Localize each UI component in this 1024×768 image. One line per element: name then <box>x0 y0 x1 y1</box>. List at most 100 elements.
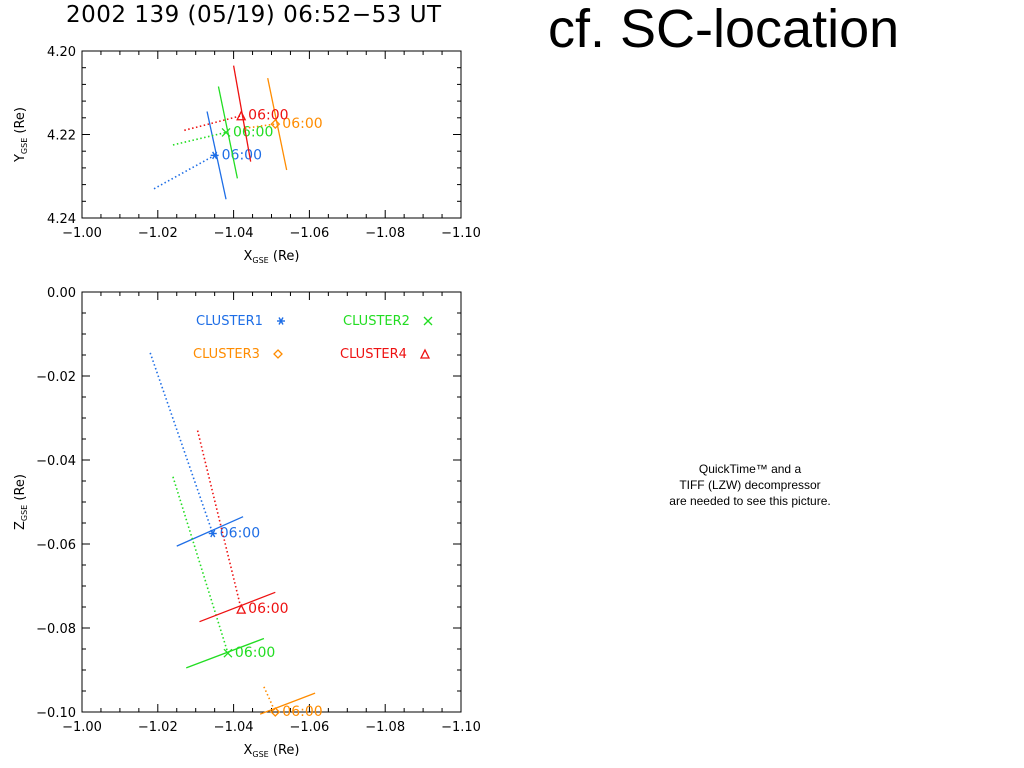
y-axis-title-unit: (Re) <box>13 107 28 138</box>
series-cluster1: 06:00 <box>149 352 260 547</box>
x-tick-label: −1.02 <box>138 226 178 241</box>
orientation-bar <box>185 637 265 669</box>
slide-title: cf. SC-location <box>548 0 900 59</box>
y-axis-title-sub: GSE <box>20 505 29 521</box>
y-axis-title-main: Y <box>13 154 28 163</box>
marker-stroke <box>210 529 216 538</box>
x-tick-label: −1.00 <box>62 720 102 735</box>
chart-panel-top: −1.00 −1.02 −1.04 −1.06 −1.08 −1.10 4.20 4.22 4.… <box>13 45 481 265</box>
marker-shape <box>419 348 431 359</box>
series-cluster3: 06:00 <box>259 686 323 720</box>
series-cluster4: 06:00 <box>184 65 289 162</box>
orientation-bar <box>267 78 288 171</box>
marker-shape <box>236 603 247 614</box>
legend-marker-cluster1 <box>277 317 285 325</box>
x-axis-title-sub: GSE <box>252 256 268 265</box>
legend-label-cluster4: CLUSTER4 <box>340 347 407 362</box>
legend-label-cluster2: CLUSTER2 <box>343 314 410 329</box>
orientation-bar <box>217 86 239 179</box>
marker-triangle <box>236 603 247 614</box>
x-axis-title-sub: GSE <box>252 750 268 759</box>
x-axis-title: XGSE (Re) <box>244 249 300 265</box>
x-tick-label: −1.04 <box>214 720 254 735</box>
time-label: 06:00 <box>220 526 260 542</box>
x-axis-title-main: X <box>244 743 253 758</box>
y-axis-title: YGSE (Re) <box>13 107 29 163</box>
y-axis-title-main: Z <box>13 521 28 530</box>
marker-* <box>210 151 219 160</box>
time-label: 06:00 <box>235 645 275 661</box>
series-cluster4: 06:00 <box>196 430 289 623</box>
quicktime-notice-line-1: QuickTime™ and a <box>698 462 802 476</box>
y-tick-label: −0.02 <box>36 370 76 385</box>
y-axis-title-sub: GSE <box>20 138 29 154</box>
legend-label-cluster1: CLUSTER1 <box>196 314 263 329</box>
marker-stroke <box>221 127 231 137</box>
marker-shape <box>270 707 281 717</box>
x-tick-label: −1.02 <box>138 720 178 735</box>
x-tick-label: −1.08 <box>365 720 405 735</box>
x-tick-label: −1.00 <box>62 226 102 241</box>
marker-stroke <box>212 151 218 160</box>
marker-stroke <box>423 316 433 326</box>
y-tick-label: 4.22 <box>47 129 76 144</box>
legend-marker-cluster3 <box>273 349 283 359</box>
series-cluster3: 06:00 <box>244 78 323 171</box>
marker-shape <box>270 119 281 129</box>
x-tick-label: −1.06 <box>289 720 329 735</box>
quicktime-notice-line-2: TIFF (LZW) decompressor <box>679 478 821 492</box>
marker-diamond <box>270 119 281 129</box>
y-tick-label: −0.04 <box>36 454 76 469</box>
time-label: 06:00 <box>248 601 288 617</box>
orientation-bar <box>176 516 244 547</box>
legend-label-cluster3: CLUSTER3 <box>193 347 260 362</box>
x-axis-title: XGSE (Re) <box>244 743 300 759</box>
marker-shape <box>236 110 247 121</box>
trajectory-trail <box>153 154 216 190</box>
marker-x <box>223 648 233 658</box>
time-label: 06:00 <box>248 108 288 124</box>
y-tick-label: 0.00 <box>47 286 76 301</box>
trajectory-trail <box>244 123 276 130</box>
time-label: 06:00 <box>282 116 322 132</box>
y-tick-label: −0.10 <box>36 706 76 721</box>
x-tick-label: −1.08 <box>365 226 405 241</box>
y-tick-label: −0.06 <box>36 538 76 553</box>
x-tick-label: −1.10 <box>441 720 481 735</box>
chart-panel-bottom: −1.00 −1.02 −1.04 −1.06 −1.08 −1.10 0.00 −0.02 −… <box>13 286 481 759</box>
orientation-bar <box>199 591 276 623</box>
time-label: 06:00 <box>282 704 322 720</box>
y-tick-label: −0.08 <box>36 622 76 637</box>
y-tick-label: 4.20 <box>47 45 76 60</box>
marker-shape <box>273 349 283 359</box>
legend-marker-cluster4 <box>419 348 431 359</box>
trajectory-trail <box>196 430 242 610</box>
series-cluster2: 06:00 <box>172 86 273 179</box>
orientation-bar <box>259 692 316 715</box>
legend-marker-cluster2 <box>423 316 433 326</box>
trajectory-trail <box>172 131 227 146</box>
time-label: 06:00 <box>222 147 262 163</box>
plot-title: 2002 139 (05/19) 06:52−53 UT <box>66 2 442 28</box>
legend: CLUSTER1 CLUSTER2 CLUSTER3 CLUSTER4 <box>193 314 433 362</box>
x-axis-title-main: X <box>244 249 253 264</box>
trajectory-trail <box>149 352 214 534</box>
marker-* <box>208 529 217 538</box>
series-cluster2: 06:00 <box>172 476 275 669</box>
marker-stroke <box>223 648 233 658</box>
x-tick-label: −1.04 <box>214 226 254 241</box>
time-label: 06:00 <box>233 124 273 140</box>
y-axis-title-unit: (Re) <box>13 474 28 505</box>
marker-triangle <box>236 110 247 121</box>
x-tick-label: −1.06 <box>289 226 329 241</box>
x-axis-title-unit: (Re) <box>269 743 300 758</box>
trajectory-trail <box>172 476 229 654</box>
y-axis-title: ZGSE (Re) <box>13 474 29 530</box>
marker-x <box>221 127 231 137</box>
trajectory-trail <box>263 686 277 713</box>
y-tick-label: 4.24 <box>47 212 76 227</box>
x-tick-label: −1.10 <box>441 226 481 241</box>
quicktime-placeholder-notice: QuickTime™ and a TIFF (LZW) decompressor… <box>620 461 880 509</box>
quicktime-notice-line-3: are needed to see this picture. <box>669 494 831 508</box>
